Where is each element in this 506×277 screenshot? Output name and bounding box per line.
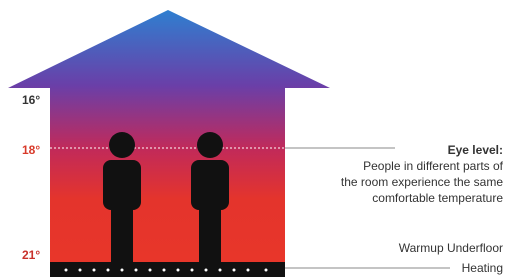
heating-text: Warmup Underfloor	[399, 241, 503, 255]
diagram: 16° 18° 21° Eye level: People in differe…	[0, 0, 506, 277]
page: {"temperatures": ["16°", "18°", "21°"], …	[0, 0, 506, 277]
temperature-label: 21°	[22, 248, 40, 262]
house	[8, 10, 330, 262]
eye-level-text: the room experience the same	[341, 175, 503, 189]
floor-heating	[50, 262, 285, 277]
temperature-label: 16°	[22, 93, 40, 107]
eye-level-text: People in different parts of	[363, 159, 504, 173]
eye-level-text: comfortable temperature	[372, 191, 503, 205]
temperature-label: 18°	[22, 143, 40, 157]
eye-level-title: Eye level:	[448, 143, 503, 157]
heating-text: Heating	[462, 261, 503, 275]
